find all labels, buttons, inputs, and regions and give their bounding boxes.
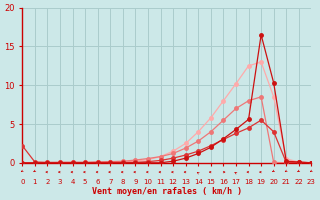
X-axis label: Vent moyen/en rafales ( km/h ): Vent moyen/en rafales ( km/h ) bbox=[92, 187, 242, 196]
